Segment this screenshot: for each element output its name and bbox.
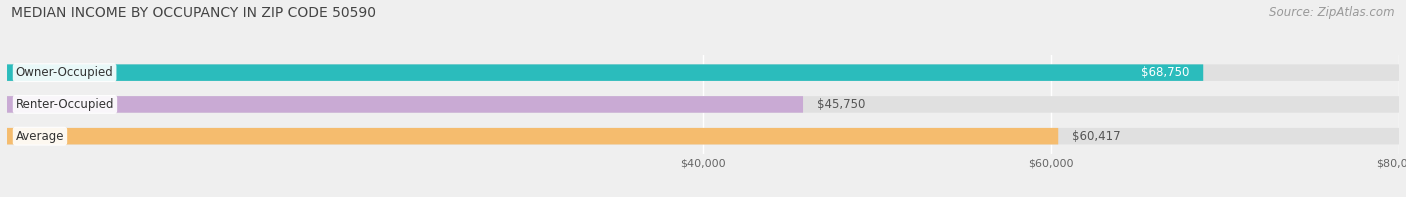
Text: $60,417: $60,417 bbox=[1073, 130, 1121, 143]
Text: $45,750: $45,750 bbox=[817, 98, 865, 111]
Text: Owner-Occupied: Owner-Occupied bbox=[15, 66, 114, 79]
Text: Source: ZipAtlas.com: Source: ZipAtlas.com bbox=[1270, 6, 1395, 19]
Text: Renter-Occupied: Renter-Occupied bbox=[15, 98, 114, 111]
FancyBboxPatch shape bbox=[7, 96, 1399, 113]
FancyBboxPatch shape bbox=[7, 128, 1399, 144]
FancyBboxPatch shape bbox=[7, 64, 1399, 81]
FancyBboxPatch shape bbox=[7, 64, 1204, 81]
FancyBboxPatch shape bbox=[7, 128, 1059, 144]
Text: MEDIAN INCOME BY OCCUPANCY IN ZIP CODE 50590: MEDIAN INCOME BY OCCUPANCY IN ZIP CODE 5… bbox=[11, 6, 377, 20]
FancyBboxPatch shape bbox=[7, 96, 803, 113]
Text: Average: Average bbox=[15, 130, 65, 143]
Text: $68,750: $68,750 bbox=[1140, 66, 1189, 79]
